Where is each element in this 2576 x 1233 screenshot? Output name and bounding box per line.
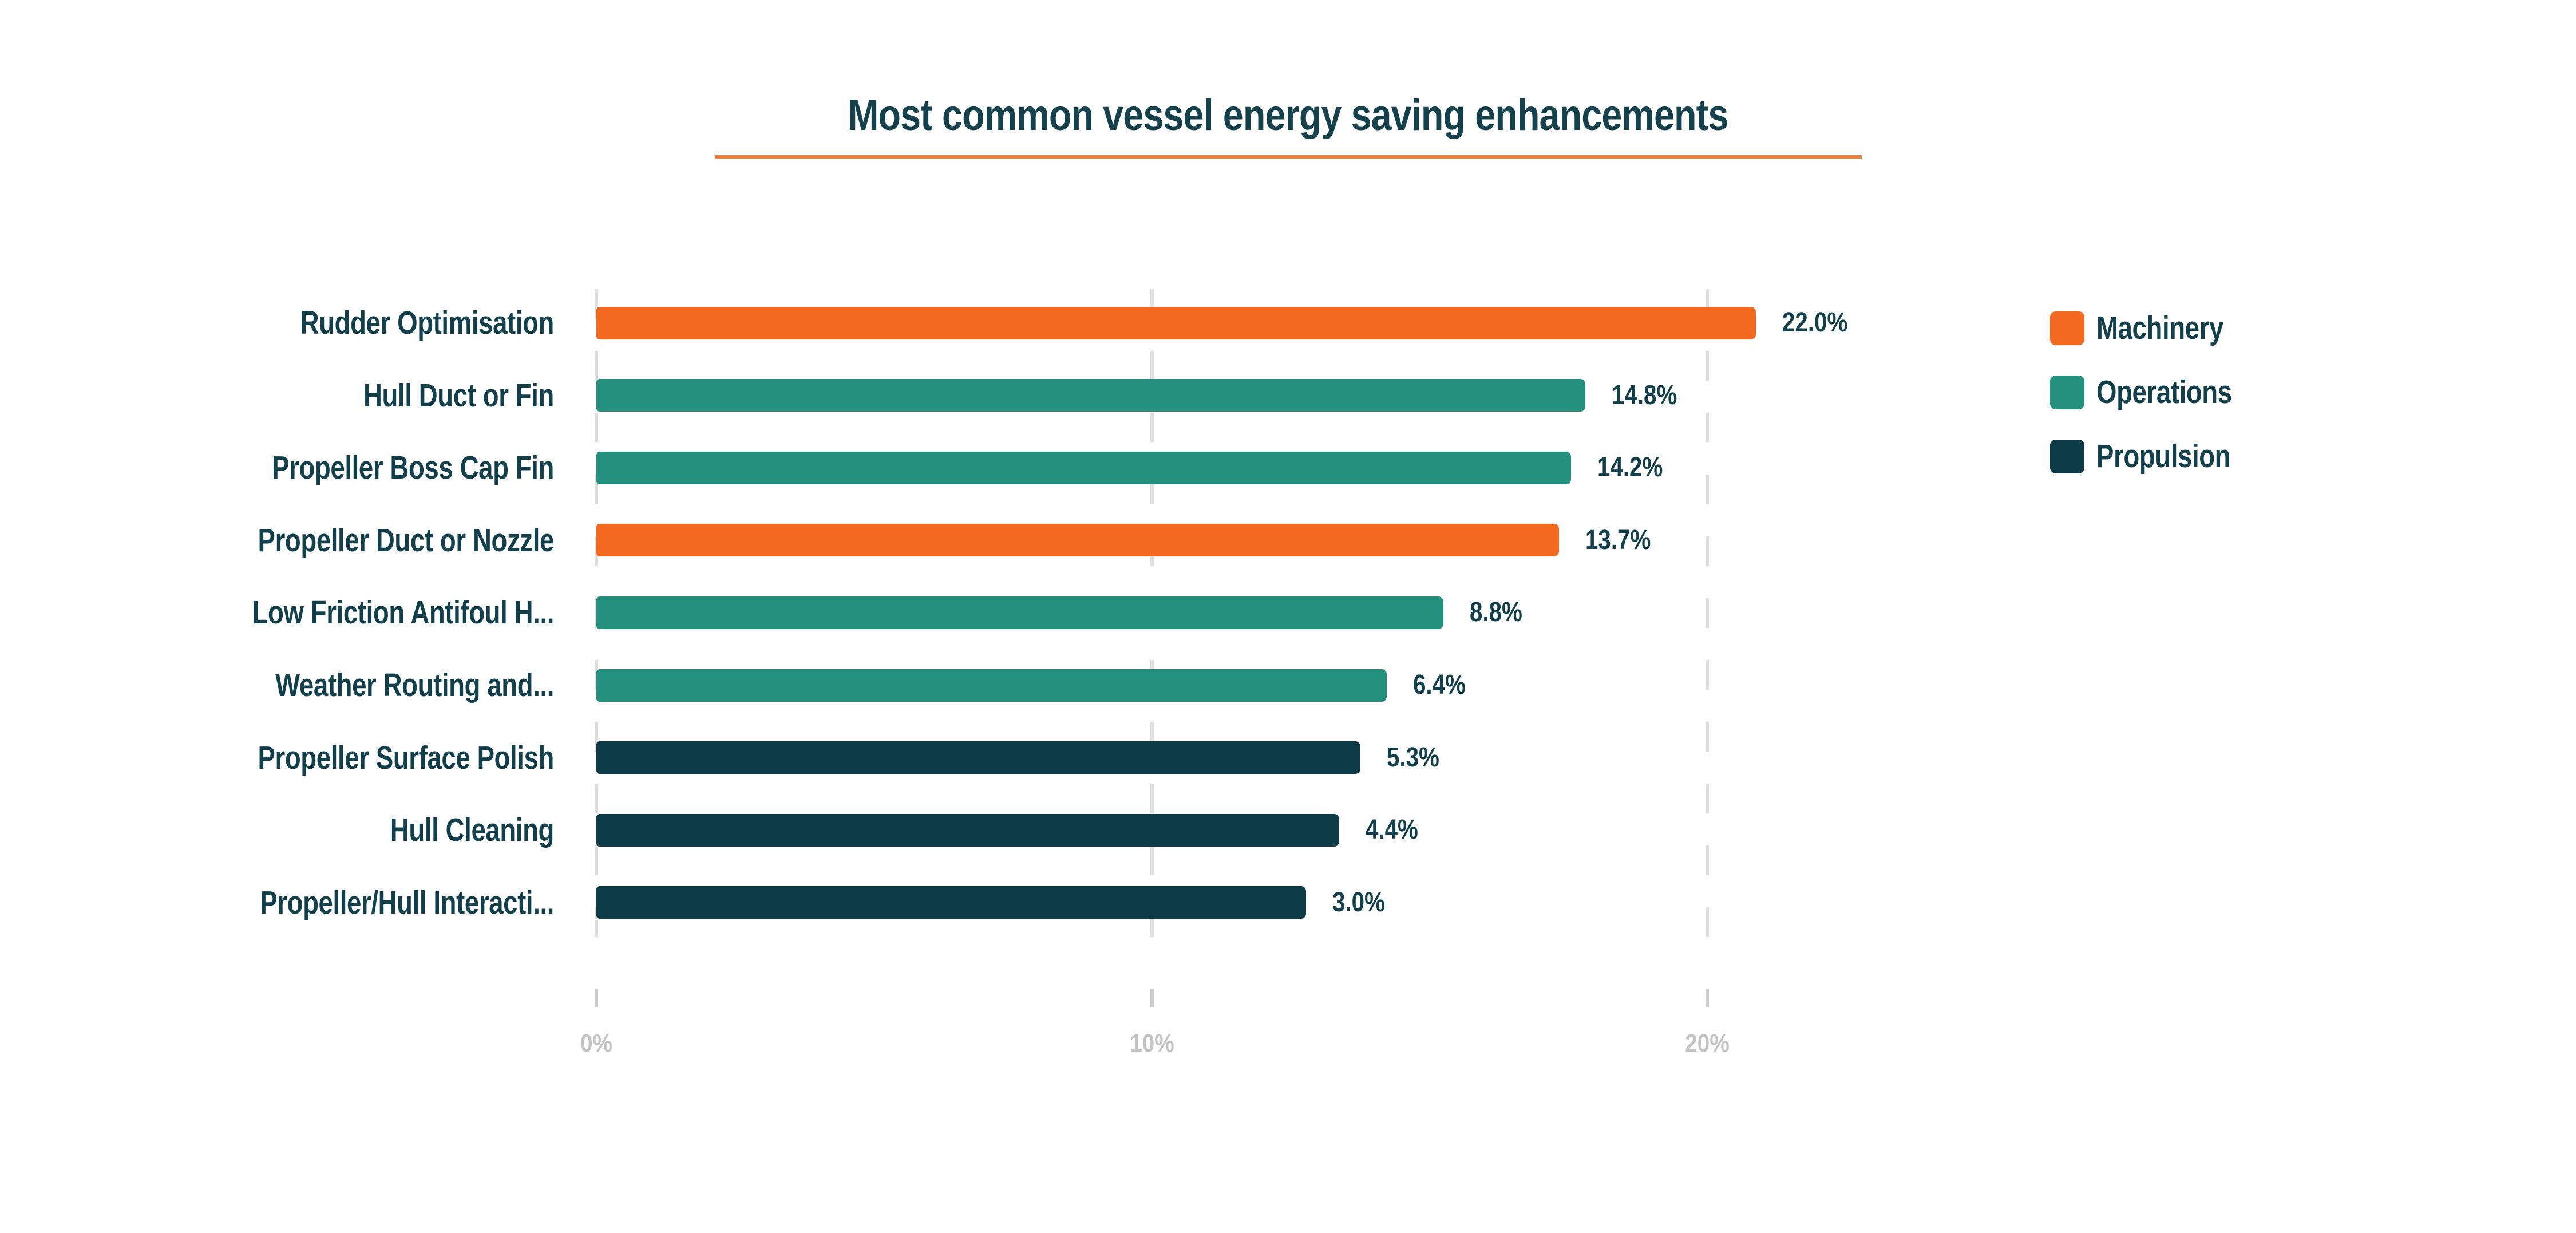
category-label: Hull Cleaning [390, 812, 555, 849]
bar [596, 379, 1585, 412]
category-label: Propeller/Hull Interacti... [260, 884, 555, 921]
bar [596, 813, 1339, 847]
bar [596, 741, 1360, 774]
x-axis-tick-mark [595, 989, 598, 1007]
category-label: Hull Duct or Fin [363, 377, 554, 414]
bar-value-label: 14.2% [1597, 452, 1663, 483]
category-label: Weather Routing and... [275, 667, 554, 704]
category-label: Propeller Surface Polish [258, 739, 554, 776]
category-label: Propeller Boss Cap Fin [272, 449, 554, 487]
bar [596, 306, 1756, 339]
x-axis-tick-label: 0% [580, 1029, 612, 1057]
category-label: Low Friction Antifoul H... [252, 594, 555, 631]
legend-label: Operations [2096, 374, 2232, 410]
bar-value-label: 4.4% [1366, 815, 1418, 845]
gridline-20% [1706, 289, 1709, 947]
bar-value-label: 22.0% [1782, 307, 1848, 338]
bar [596, 886, 1306, 919]
category-label: Rudder Optimisation [300, 305, 555, 341]
bar-value-label: 13.7% [1585, 524, 1651, 555]
x-axis-tick-label: 20% [1685, 1029, 1730, 1057]
x-axis-tick-label: 10% [1129, 1029, 1174, 1057]
chart-title: Most common vessel energy saving enhance… [848, 91, 1729, 140]
bar-value-label: 8.8% [1470, 597, 1522, 628]
legend-swatch-propulsion [2050, 439, 2084, 473]
bar-value-label: 3.0% [1332, 887, 1385, 918]
legend-label: Machinery [2096, 310, 2223, 346]
bar [596, 596, 1443, 629]
bar [596, 669, 1387, 702]
x-axis-tick-mark [1150, 989, 1154, 1007]
bar [596, 524, 1559, 557]
legend-swatch-operations [2050, 375, 2084, 409]
category-label: Propeller Duct or Nozzle [258, 521, 555, 559]
bar-value-label: 6.4% [1413, 670, 1466, 700]
title-underline-decoration [715, 155, 1862, 159]
legend-swatch-machinery [2050, 311, 2084, 345]
bar-value-label: 5.3% [1387, 742, 1439, 773]
bar [596, 451, 1571, 484]
x-axis-tick-mark [1706, 989, 1709, 1007]
legend-label: Propulsion [2096, 438, 2231, 475]
bar-value-label: 14.8% [1612, 380, 1677, 410]
